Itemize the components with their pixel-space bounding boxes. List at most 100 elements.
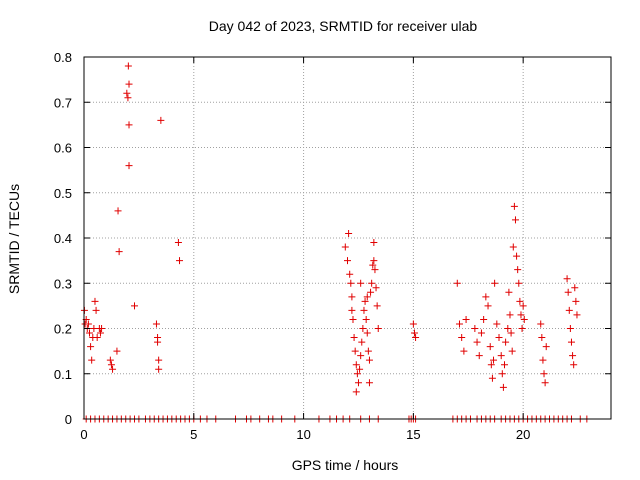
data-point xyxy=(363,293,371,301)
data-marks xyxy=(80,62,591,423)
y-tick-label: 0.3 xyxy=(54,276,72,291)
data-point xyxy=(356,365,364,373)
data-point xyxy=(125,121,133,129)
data-point xyxy=(107,361,115,369)
data-point xyxy=(157,116,165,124)
data-point xyxy=(365,379,373,387)
data-point xyxy=(517,311,525,319)
data-point xyxy=(505,288,513,296)
x-tick-label: 5 xyxy=(190,427,197,442)
data-point xyxy=(155,356,163,364)
data-point xyxy=(462,315,470,323)
data-point xyxy=(174,239,182,247)
data-point xyxy=(491,279,499,287)
data-point xyxy=(345,229,353,237)
data-point xyxy=(341,243,349,251)
data-point xyxy=(497,352,505,360)
data-point xyxy=(409,320,417,328)
data-point xyxy=(374,325,382,332)
data-point xyxy=(131,302,139,310)
chart-title: Day 042 of 2023, SRMTID for receiver ula… xyxy=(209,18,478,34)
data-point xyxy=(566,325,574,332)
y-tick-label: 0.5 xyxy=(54,186,72,201)
data-point xyxy=(351,347,359,355)
data-point xyxy=(352,388,360,396)
data-point xyxy=(504,325,512,332)
data-point xyxy=(369,261,377,269)
data-point xyxy=(359,325,367,332)
data-point xyxy=(93,334,101,342)
data-point xyxy=(348,293,356,301)
data-point xyxy=(511,216,519,224)
data-point xyxy=(487,361,495,369)
data-point xyxy=(88,356,96,364)
data-point xyxy=(486,343,494,351)
data-point xyxy=(502,338,510,346)
y-tick-label: 0.6 xyxy=(54,141,72,156)
data-point xyxy=(84,320,92,328)
data-point xyxy=(85,329,93,337)
data-point xyxy=(480,315,488,323)
data-point xyxy=(350,334,358,342)
data-point xyxy=(510,202,518,210)
data-point xyxy=(114,207,122,215)
data-point xyxy=(482,293,490,301)
data-point xyxy=(564,288,572,296)
data-point xyxy=(113,347,121,355)
grid-layer xyxy=(84,57,611,419)
data-point xyxy=(514,266,522,274)
data-point xyxy=(372,284,380,292)
data-point xyxy=(365,356,373,364)
data-point xyxy=(412,334,420,342)
data-point xyxy=(360,306,368,314)
data-point xyxy=(506,311,514,319)
data-point xyxy=(349,315,357,323)
y-tick-label: 0.7 xyxy=(54,95,72,110)
data-point xyxy=(348,306,356,314)
data-point xyxy=(498,370,506,378)
data-point xyxy=(124,94,132,102)
data-point xyxy=(353,370,361,378)
data-point xyxy=(370,257,378,265)
data-point xyxy=(358,338,366,346)
data-point xyxy=(518,325,526,332)
data-point xyxy=(455,320,463,328)
data-point xyxy=(540,370,548,378)
data-point xyxy=(347,279,355,287)
data-point xyxy=(154,338,162,346)
data-point xyxy=(124,62,132,70)
data-point xyxy=(352,361,360,369)
data-point xyxy=(125,80,133,88)
data-point xyxy=(364,347,372,355)
x-tick-label: 15 xyxy=(406,427,420,442)
data-point xyxy=(371,266,379,274)
data-point xyxy=(458,334,466,342)
y-axis-label: SRMTID / TECUs xyxy=(6,184,22,294)
y-tick-label: 0.4 xyxy=(54,231,72,246)
data-point xyxy=(508,347,516,355)
data-point xyxy=(367,288,375,296)
data-point xyxy=(346,270,354,278)
data-point xyxy=(362,315,370,323)
data-point xyxy=(538,334,546,342)
data-point xyxy=(539,356,547,364)
data-point xyxy=(357,279,365,287)
data-point xyxy=(106,356,114,364)
data-point xyxy=(125,162,133,170)
data-point xyxy=(115,248,123,256)
x-tick-label: 20 xyxy=(516,427,530,442)
data-point xyxy=(570,361,578,369)
y-tick-label: 0.1 xyxy=(54,367,72,382)
data-point xyxy=(499,383,507,391)
data-point xyxy=(507,329,515,337)
axis-ticks: 0 0.1 0.2 0.3 0.4 0.5 0.6 0.7 0.8 0 5 10 15 20 xyxy=(54,50,611,442)
data-point xyxy=(495,334,503,342)
data-point xyxy=(573,311,581,319)
data-point xyxy=(373,302,381,310)
data-point xyxy=(565,306,573,314)
data-point xyxy=(519,302,527,310)
data-point xyxy=(410,329,418,337)
data-point xyxy=(92,306,100,314)
data-point xyxy=(473,338,481,346)
